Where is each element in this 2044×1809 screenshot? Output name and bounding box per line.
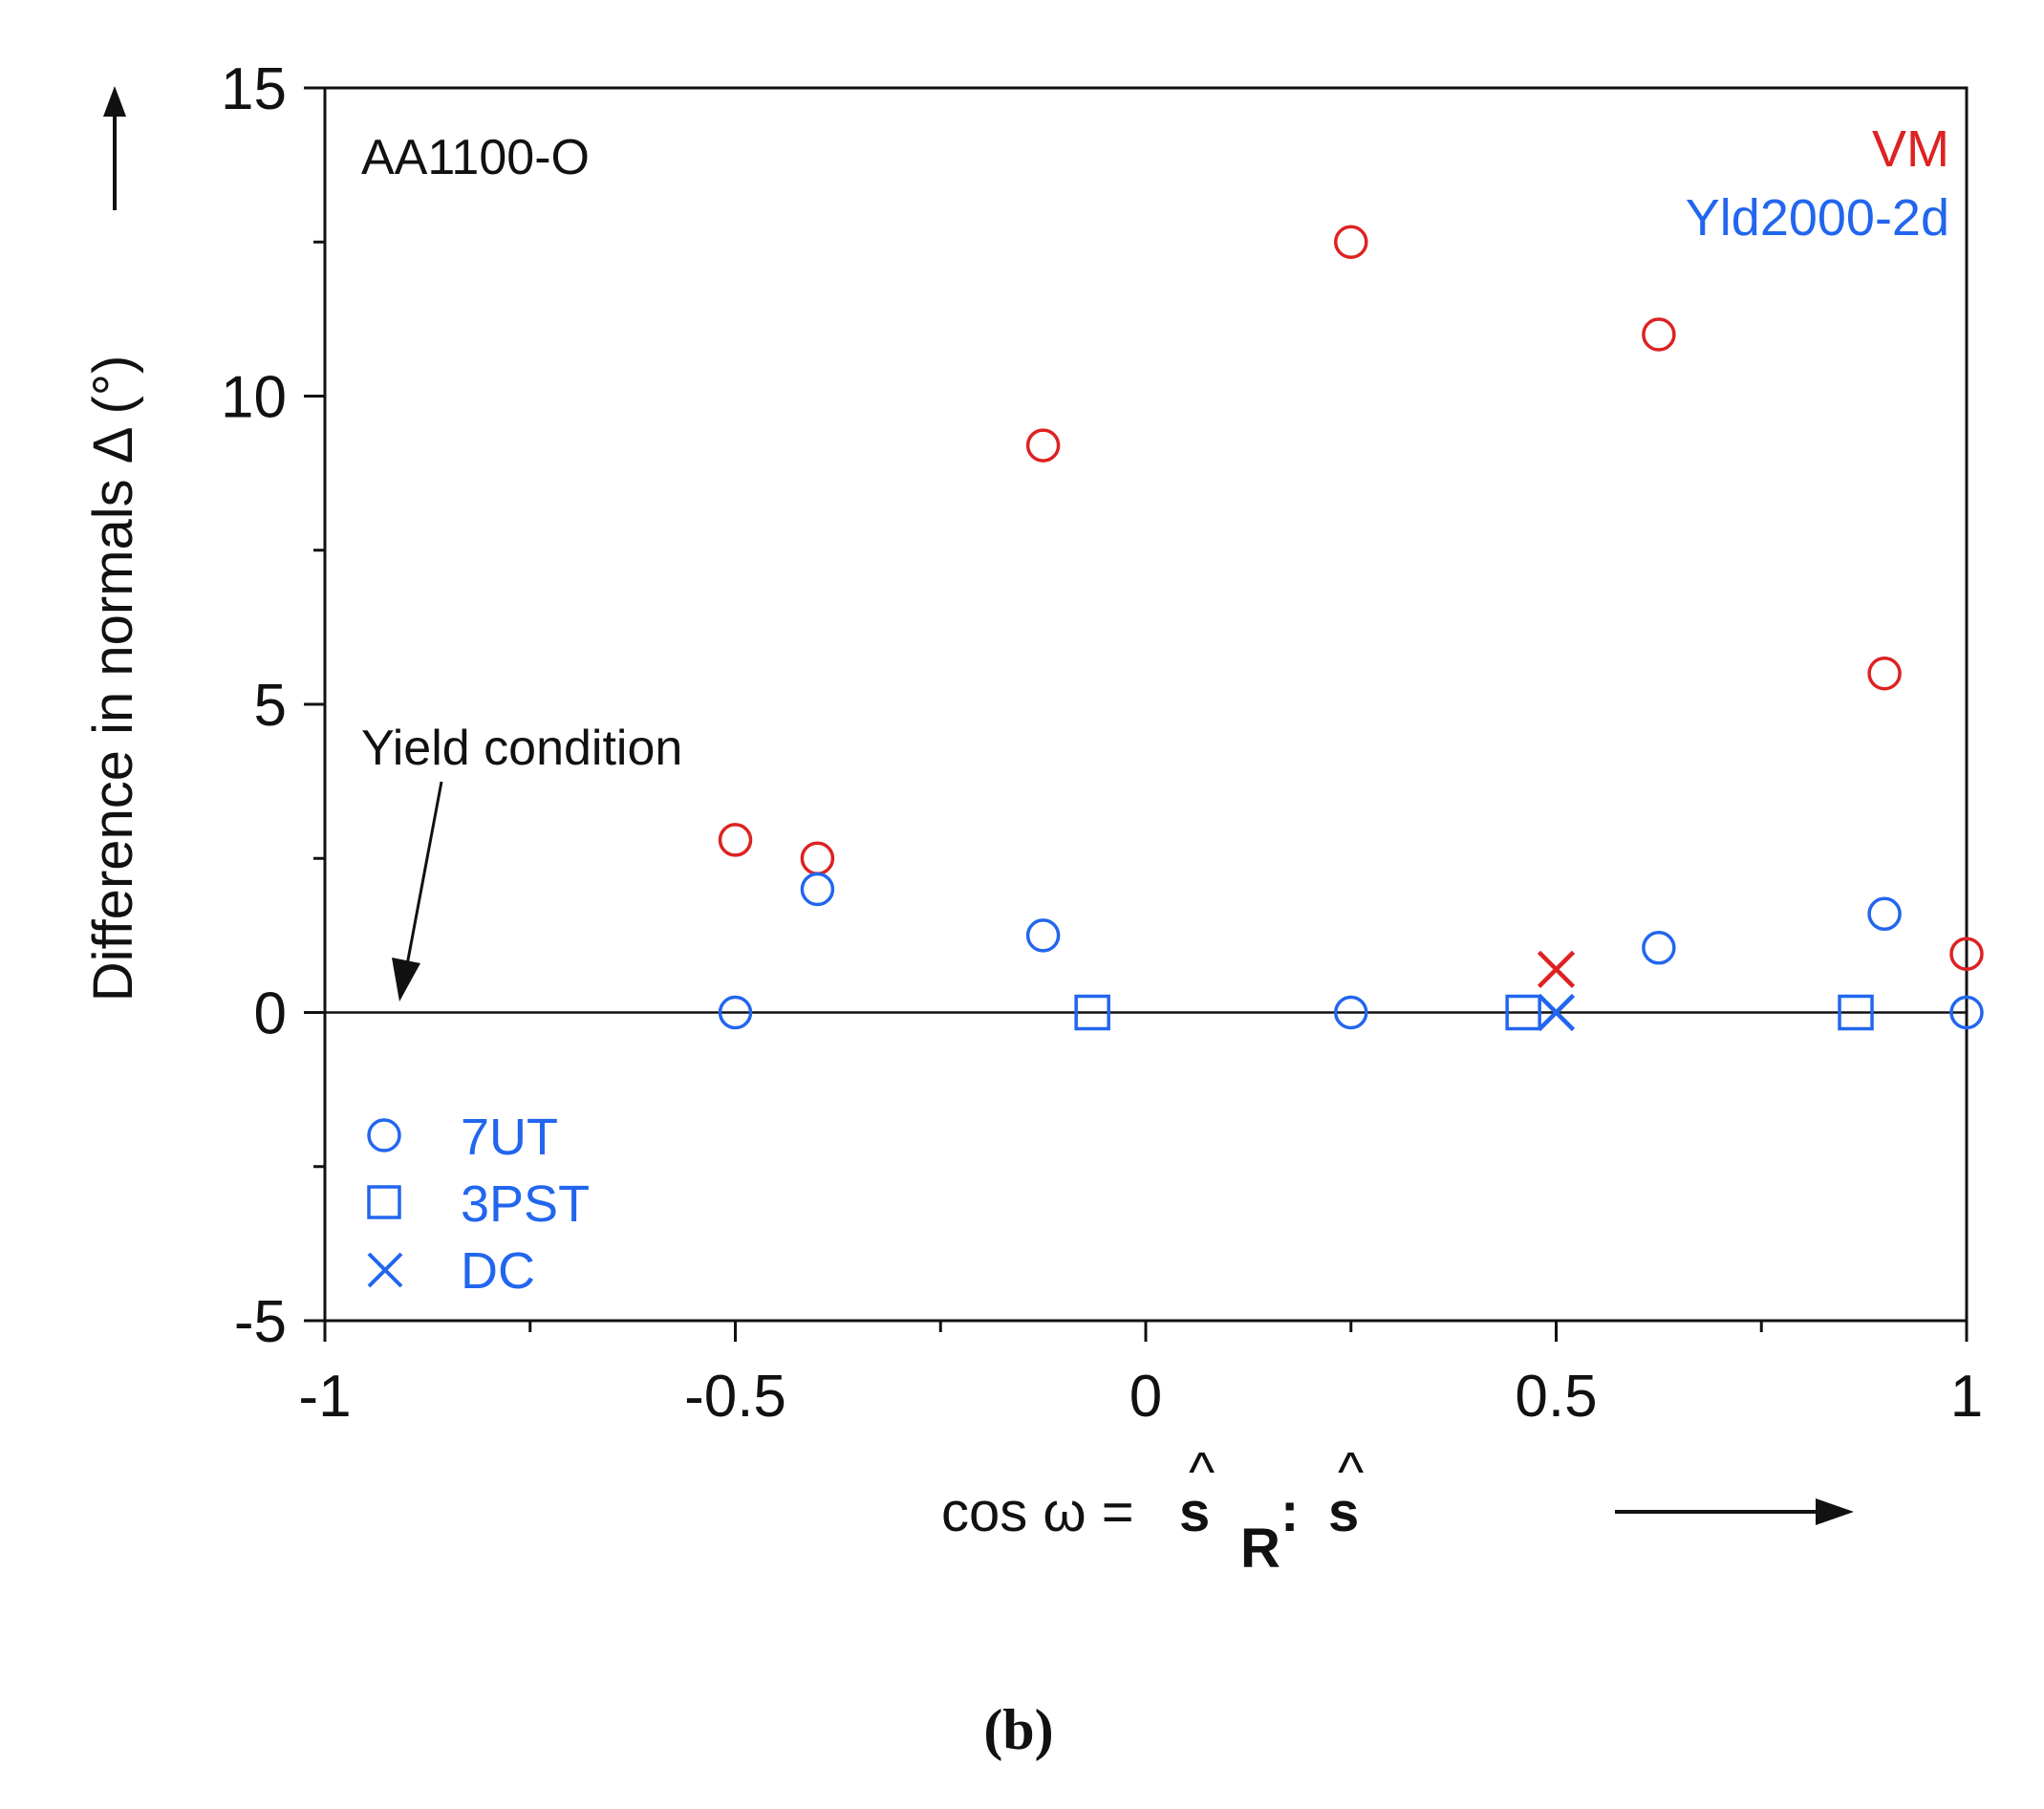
model-label-yld2000: Yld2000-2d (1686, 189, 1949, 247)
x-axis-label-s1: s (1179, 1481, 1210, 1543)
yld2000-3pst-point (1505, 994, 1541, 1031)
x-axis-label-subscript: R (1240, 1518, 1280, 1580)
x-axis-label-colon: : (1280, 1481, 1299, 1543)
x-tick-label: 1 (1950, 1364, 1983, 1430)
plot-frame (323, 86, 1969, 1323)
x-axis-arrow-head (1816, 1498, 1854, 1525)
vm-7ut-point (1642, 317, 1676, 352)
legend: 7UT 3PST DC (367, 1109, 590, 1300)
legend-label-dc: DC (461, 1242, 535, 1300)
yld2000-3pst-point (1074, 994, 1110, 1031)
x-axis-label: cos ω = s ^ R : s ^ (941, 1441, 1854, 1580)
x-axis-label-prefix: cos ω = (941, 1481, 1134, 1543)
y-tick-label: -5 (234, 1289, 287, 1355)
x-tick-label: 0.5 (1515, 1364, 1597, 1430)
x-tick-label: -1 (298, 1364, 351, 1430)
vm-7ut-point (718, 823, 753, 857)
yld2000-3pst-point (1838, 994, 1874, 1031)
y-axis-label-group: Difference in normals Δ (°) (82, 86, 144, 1001)
legend-marker-cross (367, 1252, 403, 1288)
legend-marker-square (367, 1185, 401, 1219)
material-label: AA1100-O (361, 130, 590, 185)
x-axis-label-s2: s (1328, 1481, 1359, 1543)
legend-label-3pst: 3PST (461, 1175, 590, 1233)
y-tick-label: 0 (254, 981, 287, 1047)
vm-7ut-point (1334, 225, 1368, 259)
yld2000-7ut-point (1949, 995, 1984, 1030)
y-tick-label: 10 (221, 365, 287, 431)
vm-7ut-point (1949, 937, 1984, 971)
yield-condition-annotation: Yield condition (361, 721, 682, 776)
model-label-vm: VM (1872, 120, 1949, 178)
vm-dc-point (1537, 950, 1576, 988)
vm-7ut-point (1867, 657, 1902, 691)
x-tick-label: 0 (1130, 1364, 1162, 1430)
data-points (718, 225, 1984, 1032)
x-axis-label-hat1: ^ (1189, 1441, 1215, 1503)
legend-label-7ut: 7UT (461, 1109, 558, 1166)
yld2000-7ut-point (1025, 918, 1061, 953)
annotation-arrow-head (392, 958, 420, 1001)
y-axis-arrow-head (103, 86, 126, 117)
axis-ticks (304, 86, 1969, 1342)
yld2000-7ut-point (1867, 896, 1902, 932)
y-tick-label: 15 (221, 56, 287, 122)
x-axis-label-hat2: ^ (1338, 1441, 1364, 1503)
yld2000-7ut-point (1642, 931, 1676, 965)
yld2000-7ut-point (718, 995, 753, 1030)
yld2000-7ut-point (800, 872, 835, 907)
x-tick-label: -0.5 (684, 1364, 786, 1430)
y-tick-label: 5 (254, 673, 287, 739)
vm-7ut-point (800, 841, 835, 875)
y-axis-label: Difference in normals Δ (°) (82, 355, 144, 1002)
yld2000-dc-point (1537, 993, 1576, 1032)
yld2000-7ut-point (1334, 995, 1368, 1030)
annotation-arrow-line (404, 781, 443, 971)
legend-marker-circle (367, 1118, 401, 1152)
tick-labels: -1 -0.5 0 0.5 1 15 10 5 0 -5 (221, 56, 1983, 1430)
vm-7ut-point (1025, 428, 1061, 463)
panel-label: (b) (983, 1698, 1053, 1761)
